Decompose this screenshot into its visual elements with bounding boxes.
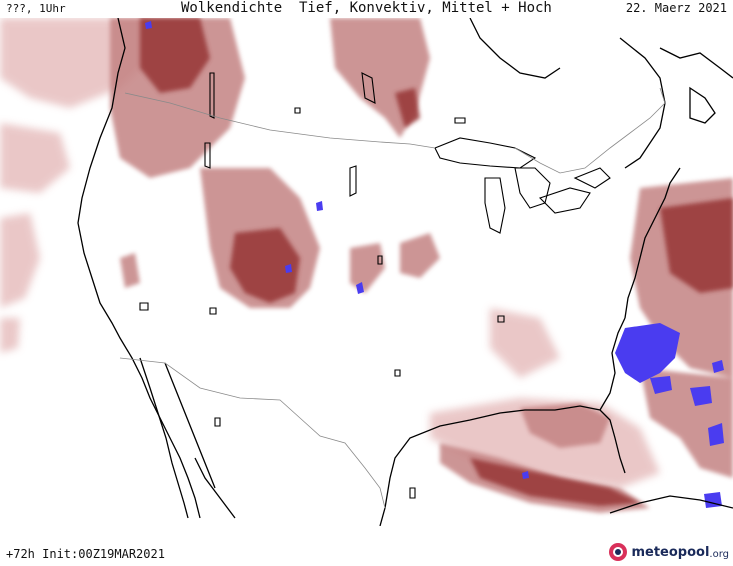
forecast-time-label: ???, 1Uhr xyxy=(6,2,66,15)
cloud-cover-map xyxy=(0,18,733,526)
map-title: Wolkendichte Tief, Konvektiv, Mittel + H… xyxy=(181,0,552,16)
meteopool-icon xyxy=(609,543,628,561)
meteopool-logo[interactable]: meteopool .org xyxy=(608,541,729,563)
convective-areas xyxy=(145,21,724,508)
forecast-date: 22. Maerz 2021 xyxy=(625,1,727,15)
logo-text: meteopool xyxy=(631,544,710,560)
great-lakes xyxy=(434,137,611,234)
country-borders xyxy=(119,87,666,509)
model-run-info: +72h Init:00Z19MAR2021 xyxy=(6,547,165,561)
logo-domain: .org xyxy=(709,548,729,560)
coastlines xyxy=(77,18,733,526)
small-water-bodies xyxy=(139,72,505,499)
cloud-layer-dense xyxy=(140,18,733,506)
